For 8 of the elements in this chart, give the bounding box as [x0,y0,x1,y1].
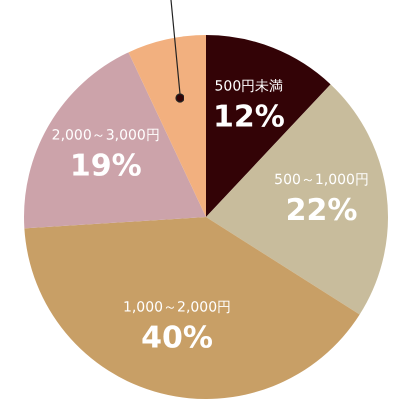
slice-label: 2,000～3,000円 [52,127,160,144]
data-label: 22% [286,193,358,228]
data-label: 19% [70,148,142,184]
slice-label: 1,000～2,000円 [122,299,232,316]
data-label: 40% [141,320,213,356]
slice-label: 500円未満 [214,78,284,94]
slice-label: 500～1,000円 [274,172,369,188]
data-label: 12% [212,99,285,134]
